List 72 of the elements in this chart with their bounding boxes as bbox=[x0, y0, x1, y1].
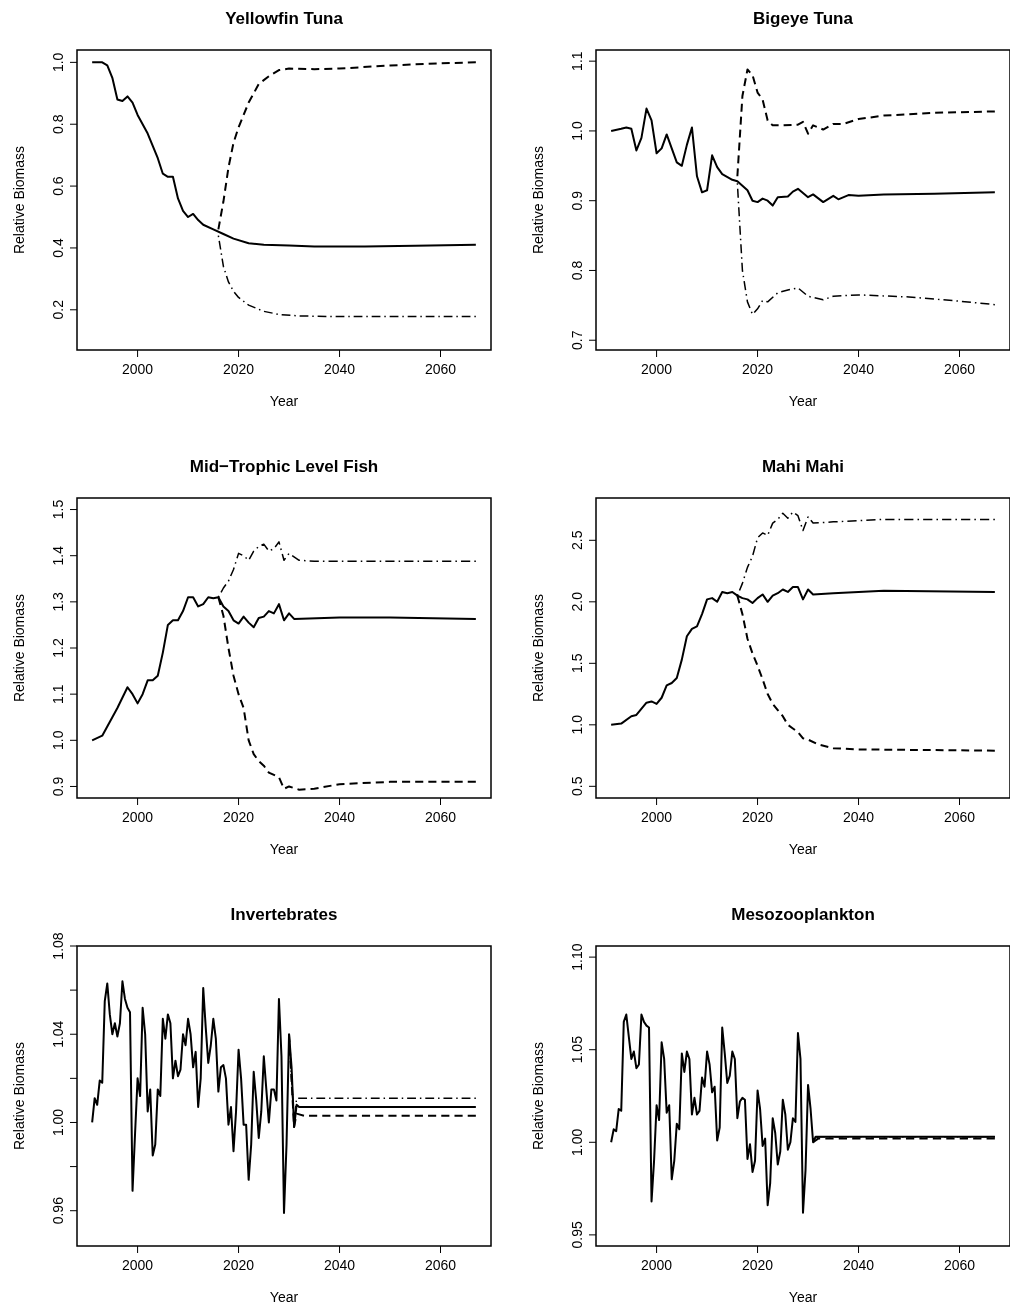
chart-title: Invertebrates bbox=[230, 905, 338, 924]
y-tick-label: 1.3 bbox=[50, 591, 66, 612]
x-tick-label: 2060 bbox=[424, 1257, 457, 1273]
y-tick-label: 2.5 bbox=[569, 530, 585, 551]
y-tick-label: 1.00 bbox=[50, 1108, 66, 1137]
y-tick-label: 2.0 bbox=[569, 591, 585, 612]
y-axis-title: Relative Biomass bbox=[530, 593, 546, 703]
x-tick-label: 2060 bbox=[424, 361, 457, 377]
y-tick-label: 1.0 bbox=[50, 730, 66, 751]
y-tick-label: 0.8 bbox=[50, 114, 66, 134]
x-tick-label: 2000 bbox=[122, 361, 154, 377]
x-tick-label: 2020 bbox=[741, 361, 774, 377]
chart-title: Mesozooplankton bbox=[731, 905, 875, 924]
x-tick-label: 2020 bbox=[222, 1257, 255, 1273]
x-tick-label: 2000 bbox=[641, 1257, 673, 1273]
y-axis-title: Relative Biomass bbox=[11, 593, 27, 703]
x-tick-label: 2020 bbox=[741, 1257, 774, 1273]
y-tick-label: 0.7 bbox=[569, 330, 585, 350]
x-tick-label: 2000 bbox=[122, 809, 154, 825]
x-tick-label: 2040 bbox=[842, 1257, 875, 1273]
x-tick-label: 2000 bbox=[641, 809, 673, 825]
y-tick-label: 1.0 bbox=[50, 52, 66, 73]
y-tick-label: 0.96 bbox=[50, 1196, 66, 1225]
x-tick-label: 2000 bbox=[122, 1257, 154, 1273]
y-tick-label: 1.1 bbox=[569, 51, 585, 71]
y-tick-label: 1.04 bbox=[50, 1020, 66, 1048]
y-tick-label: 1.2 bbox=[50, 638, 66, 658]
x-axis-title: Year bbox=[788, 393, 818, 409]
y-tick-label: 0.95 bbox=[569, 1221, 585, 1249]
chart-title: Mahi Mahi bbox=[761, 457, 845, 476]
x-tick-label: 2020 bbox=[222, 809, 255, 825]
x-tick-label: 2060 bbox=[943, 361, 976, 377]
y-tick-label: 1.5 bbox=[569, 653, 585, 674]
x-tick-label: 2040 bbox=[842, 361, 875, 377]
y-tick-label: 0.9 bbox=[50, 776, 66, 797]
y-tick-label: 1.1 bbox=[50, 684, 66, 704]
x-tick-label: 2060 bbox=[943, 1257, 976, 1273]
y-tick-label: 1.05 bbox=[569, 1035, 585, 1064]
x-tick-label: 2060 bbox=[424, 809, 457, 825]
x-tick-label: 2000 bbox=[641, 361, 673, 377]
y-tick-label: 0.5 bbox=[569, 776, 585, 797]
y-tick-label: 0.2 bbox=[50, 299, 66, 320]
x-tick-label: 2040 bbox=[842, 809, 875, 825]
x-axis-title: Year bbox=[269, 1289, 299, 1305]
y-axis-title: Relative Biomass bbox=[530, 1041, 546, 1151]
y-tick-label: 1.5 bbox=[50, 499, 66, 520]
y-tick-label: 1.08 bbox=[50, 932, 66, 960]
chart-title: Mid−Trophic Level Fish bbox=[189, 457, 379, 476]
y-axis-title: Relative Biomass bbox=[11, 1041, 27, 1151]
x-tick-label: 2060 bbox=[943, 809, 976, 825]
y-tick-label: 1.0 bbox=[569, 714, 585, 735]
y-tick-label: 1.0 bbox=[569, 120, 585, 141]
y-tick-label: 1.10 bbox=[569, 943, 585, 971]
y-tick-label: 0.6 bbox=[50, 176, 66, 196]
x-tick-label: 2040 bbox=[323, 809, 356, 825]
x-axis-title: Year bbox=[788, 841, 818, 857]
chart-title: Yellowfin Tuna bbox=[225, 9, 344, 28]
y-axis-title: Relative Biomass bbox=[530, 145, 546, 255]
x-axis-title: Year bbox=[269, 393, 299, 409]
chart-title: Bigeye Tuna bbox=[753, 9, 854, 28]
x-tick-label: 2020 bbox=[222, 361, 255, 377]
x-tick-label: 2040 bbox=[323, 1257, 356, 1273]
y-tick-label: 0.9 bbox=[569, 190, 585, 211]
y-tick-label: 0.4 bbox=[50, 238, 66, 258]
y-tick-label: 0.8 bbox=[569, 260, 585, 281]
y-tick-label: 1.4 bbox=[50, 545, 66, 566]
x-tick-label: 2020 bbox=[741, 809, 774, 825]
y-axis-title: Relative Biomass bbox=[11, 145, 27, 255]
y-tick-label: 1.00 bbox=[569, 1128, 585, 1156]
x-tick-label: 2040 bbox=[323, 361, 356, 377]
x-axis-title: Year bbox=[269, 841, 299, 857]
x-axis-title: Year bbox=[788, 1289, 818, 1305]
